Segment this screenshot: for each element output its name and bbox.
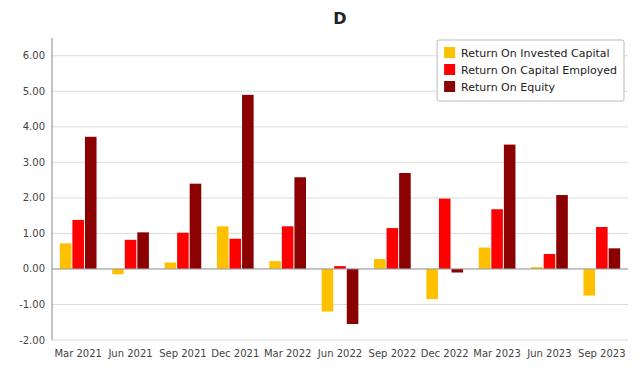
x-tick-label: Sep 2022 xyxy=(369,348,416,359)
x-tick-label: Dec 2022 xyxy=(421,348,469,359)
legend: Return On Invested Capital Return On Capi… xyxy=(437,40,624,101)
y-axis-line xyxy=(52,38,53,340)
bar xyxy=(347,269,359,324)
bar xyxy=(269,261,281,269)
bar xyxy=(137,232,149,269)
bar xyxy=(556,195,568,269)
legend-box xyxy=(437,40,624,101)
legend-label: Return On Capital Employed xyxy=(461,64,617,77)
bar xyxy=(217,226,229,269)
y-tick-label: 2.00 xyxy=(23,192,45,203)
y-tick-label: 5.00 xyxy=(23,86,45,97)
x-tick-label: Dec 2021 xyxy=(211,348,259,359)
bar xyxy=(294,177,306,269)
legend-swatch xyxy=(444,64,455,75)
bar xyxy=(504,145,516,269)
bar xyxy=(399,173,411,269)
y-tick-label: 1.00 xyxy=(23,228,45,239)
y-tick-label: 4.00 xyxy=(23,121,45,132)
grid-line xyxy=(52,197,628,198)
y-tick-label: 3.00 xyxy=(23,157,45,168)
grid-line xyxy=(52,162,628,163)
bar xyxy=(282,226,294,269)
grid-line xyxy=(52,126,628,127)
bar xyxy=(125,240,137,269)
legend-swatch xyxy=(444,81,455,92)
y-tick-label: 0.00 xyxy=(23,263,45,274)
bar xyxy=(72,220,84,269)
bar xyxy=(491,209,503,269)
bar xyxy=(112,269,124,274)
y-tick-label: -1.00 xyxy=(19,299,45,310)
bar xyxy=(60,243,72,269)
bar xyxy=(544,254,556,269)
bar xyxy=(165,263,177,269)
x-tick-label: Mar 2021 xyxy=(54,348,102,359)
legend-label: Return On Equity xyxy=(461,81,555,94)
legend-label: Return On Invested Capital xyxy=(461,47,609,60)
x-tick-label: Sep 2021 xyxy=(159,348,206,359)
bar xyxy=(387,228,399,269)
x-tick-label: Jun 2022 xyxy=(317,348,362,359)
bars xyxy=(60,95,620,324)
x-tick-label: Sep 2023 xyxy=(578,348,625,359)
grid-line xyxy=(52,340,628,341)
legend-swatch xyxy=(444,47,455,58)
x-tick-label: Jun 2021 xyxy=(107,348,152,359)
grid-line xyxy=(52,304,628,305)
bar xyxy=(439,199,451,269)
title: D xyxy=(333,9,346,28)
chart: -2.00 -1.00 0.00 1.00 2.00 3.00 4.00 5.00 6.00 Ma… xyxy=(0,0,640,370)
y-tick-label: -2.00 xyxy=(19,335,45,346)
x-tick-label: Mar 2022 xyxy=(264,348,312,359)
bar xyxy=(190,184,202,269)
bar xyxy=(426,269,438,299)
bar xyxy=(242,95,254,269)
bar xyxy=(229,239,241,269)
grid-line xyxy=(52,268,628,269)
bar xyxy=(177,233,189,269)
bar xyxy=(85,137,97,269)
bar xyxy=(479,248,491,269)
x-tick-label: Jun 2023 xyxy=(526,348,571,359)
baseline xyxy=(52,268,628,269)
bar xyxy=(322,269,334,312)
bar xyxy=(596,227,608,269)
x-tick-label: Mar 2023 xyxy=(473,348,521,359)
bar xyxy=(374,259,386,269)
bar xyxy=(609,248,621,269)
bar xyxy=(452,269,464,273)
bar xyxy=(583,269,595,296)
y-tick-label: 6.00 xyxy=(23,50,45,61)
